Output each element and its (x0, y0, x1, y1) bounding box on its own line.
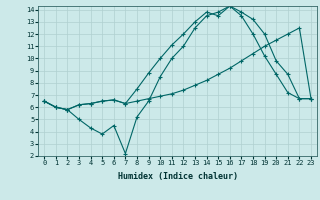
X-axis label: Humidex (Indice chaleur): Humidex (Indice chaleur) (118, 172, 238, 181)
